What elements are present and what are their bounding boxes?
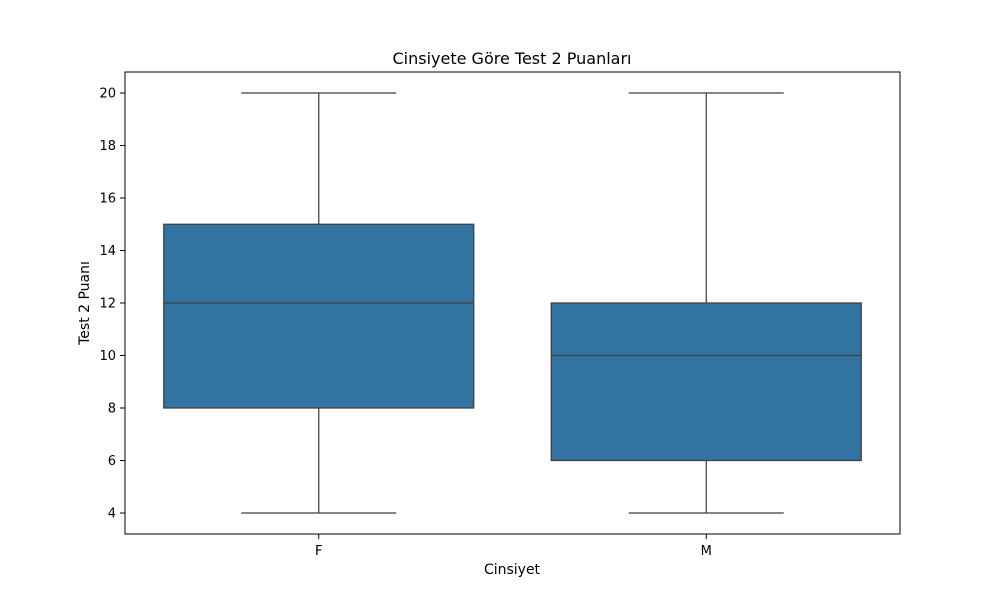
box-m (550, 92, 862, 514)
chart-title: Cinsiyete Göre Test 2 Puanları (393, 49, 632, 68)
y-tick-label: 8 (108, 402, 116, 417)
y-tick-label: 6 (108, 454, 116, 469)
y-axis-label: Test 2 Puanı (77, 261, 93, 346)
x-tick-label-m: M (701, 544, 712, 559)
y-tick-label: 12 (99, 297, 116, 312)
box-f (163, 92, 475, 514)
y-tick-label: 10 (99, 349, 116, 364)
x-tick-label-f: F (315, 544, 322, 559)
boxes (163, 92, 862, 514)
y-tick-label: 20 (99, 87, 116, 102)
iqr-box (163, 223, 475, 409)
y-tick-label: 16 (99, 192, 116, 207)
y-tick-label: 18 (99, 139, 116, 154)
x-axis-label: Cinsiyet (484, 562, 541, 578)
iqr-box (550, 302, 862, 462)
y-axis: 4 6 8 10 12 14 16 18 20 (99, 87, 125, 522)
y-tick-label: 14 (99, 244, 116, 259)
y-tick-label: 4 (108, 507, 116, 522)
